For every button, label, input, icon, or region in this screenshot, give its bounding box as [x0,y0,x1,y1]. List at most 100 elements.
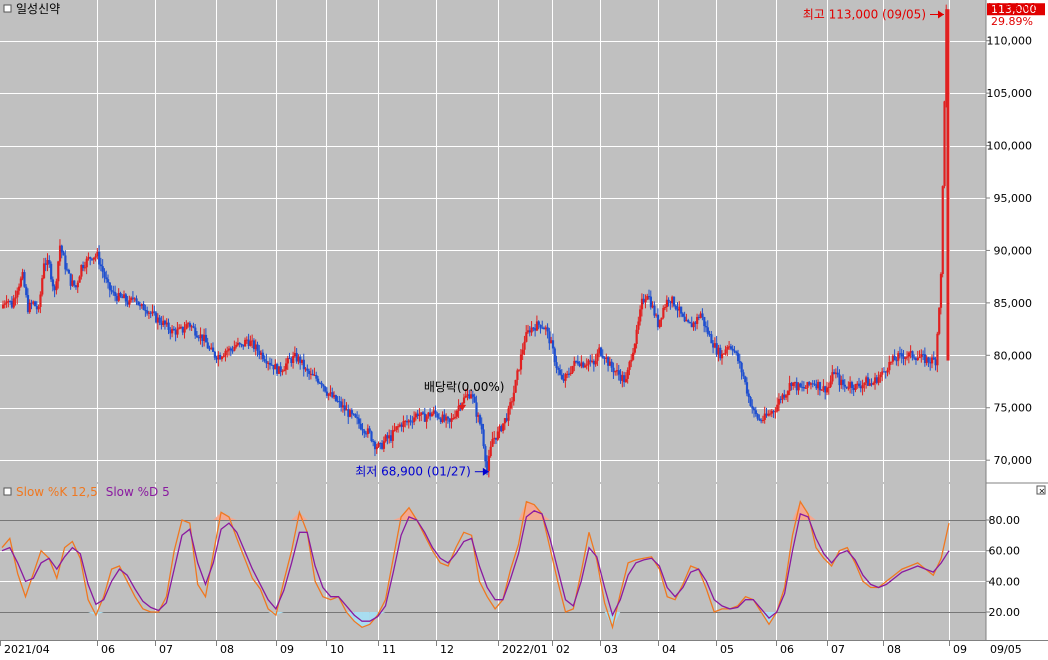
candle-body [672,296,676,306]
candle-body [140,303,144,306]
candle-body [825,387,829,393]
candle-body [801,386,804,388]
candle-body [308,370,311,374]
price-panel[interactable] [0,0,986,482]
candle-body [251,340,254,342]
candle-body [790,383,793,387]
candle-body [381,443,384,449]
date-axis [0,640,1048,660]
stochastic-box-icon[interactable] [3,487,12,496]
candle-body [909,351,912,353]
candle-body [688,322,692,324]
stochastic-tick-label: 20.00 [989,606,1021,619]
oversold-fill [95,612,104,616]
candle-body [628,361,631,370]
candle-body [754,410,757,415]
candle-body [863,382,866,386]
candle-body [541,327,544,329]
stochastic-title: Slow %K 12,5 Slow %D 5 [16,485,170,499]
low-price-annotation: 최저 68,900 (01/27) [355,465,471,479]
stochastic-axis [986,484,1048,640]
candle-body [591,360,594,362]
candle-body [573,360,576,366]
candle-body [74,285,78,288]
candle-body [388,435,391,439]
candle-body [354,414,357,418]
candle-body [169,329,172,334]
stochastic-panel[interactable] [0,484,986,640]
candle-body [195,335,199,338]
candle-body [373,441,377,450]
candle-body [272,365,275,370]
candle-body [448,418,451,422]
candle-body [578,363,581,367]
candle-body [776,404,779,412]
candle-body [379,443,382,445]
candle-body [5,301,8,304]
candle-body [494,437,498,440]
candle-body [274,364,277,370]
candle-body [163,320,167,325]
candle-body [318,382,321,384]
candle-body [729,346,733,349]
candle-body [870,383,873,385]
candle-body [603,357,606,359]
candle-body [614,371,617,373]
date-tick-label: 06 [101,643,115,656]
candle-body [436,413,439,418]
candle-body [544,327,547,330]
candle-body [799,383,802,387]
candle-body [866,377,870,386]
candle-body [32,301,35,304]
close-x-icon[interactable] [1036,485,1046,495]
candle-body [737,353,740,362]
candle-body [83,267,87,269]
candle-body [7,300,10,302]
candle-body [872,382,875,385]
candle-body [769,413,772,415]
candle-body [468,394,471,399]
candle-body [833,372,836,374]
candle-body [112,291,115,293]
candle-body [89,257,92,259]
date-tick-label: 07 [159,643,173,656]
candle-body [907,352,911,357]
candle-body [101,266,104,272]
candle-body [708,333,711,335]
candle-body [820,389,823,391]
candle-body [393,429,396,431]
candle-body [151,311,154,314]
candle-body [398,424,402,427]
slow-d-line [1,510,950,622]
candle-body [14,297,17,299]
candle-body [532,327,535,329]
candle-body [302,359,305,370]
annotations: 최고 113,000 (09/05) 최저 68,900 (01/27) 배당락(0… [355,7,944,479]
candle-body [772,410,775,412]
candle-body [203,334,206,341]
candle-body [596,353,599,361]
candle-body [34,301,37,307]
candle-body [3,303,6,305]
candle-body [795,382,798,391]
candle-body [226,350,229,352]
candle-body [149,312,152,314]
square-box-icon[interactable] [3,4,12,13]
candle-body [824,386,827,393]
candle-body [377,443,380,447]
candle-body [923,354,927,364]
candle-body [818,381,822,391]
candle-body [158,317,161,323]
candle-body [471,394,475,397]
candle-body [457,405,460,411]
candle-body [407,420,410,423]
candle-body [728,346,731,348]
date-tick-label: 09 [953,643,967,656]
candle-body [512,392,515,402]
date-tick-label: 06 [780,643,794,656]
candle-body [99,264,103,267]
price-tick-label: 95,000 [994,192,1033,205]
candle-body [623,375,626,383]
candle-body [760,420,763,422]
